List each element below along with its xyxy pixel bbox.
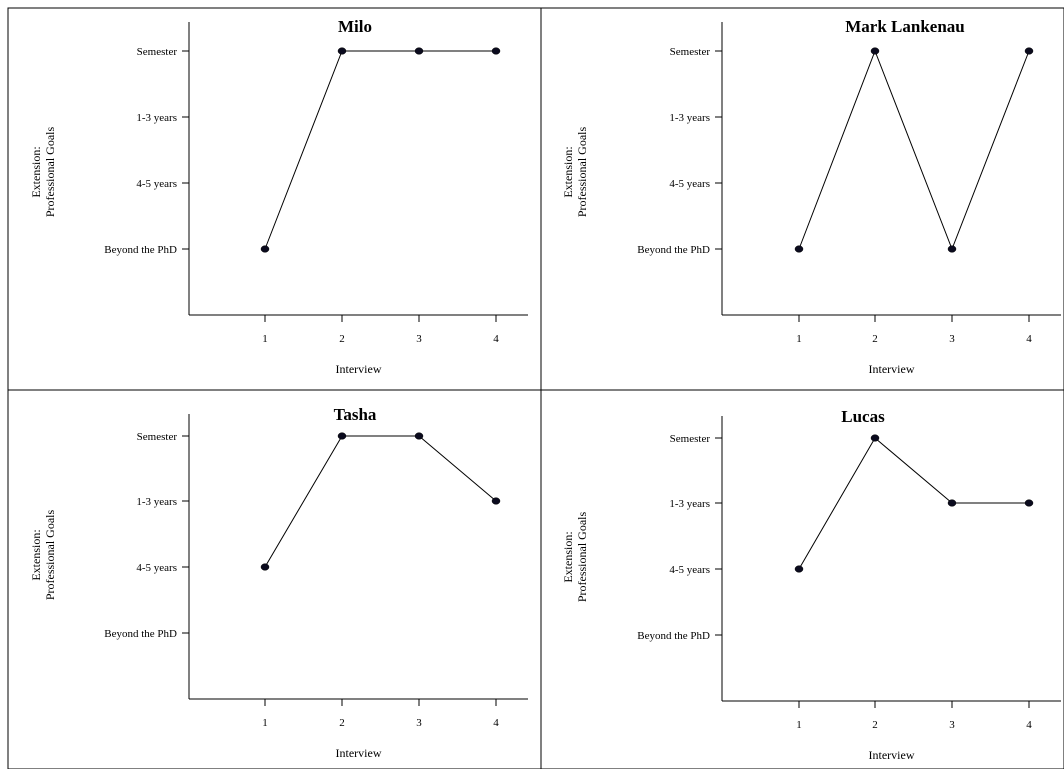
data-point <box>260 245 270 253</box>
x-tick-label: 4 <box>493 333 499 345</box>
chart-panel-2: Mark Lankenau Semester 1-3 years 4-5 years B… <box>540 7 1064 391</box>
series-line <box>798 49 1030 251</box>
y-axis-title-line: Professional Goals <box>575 512 589 603</box>
x-axis-title: Interview <box>869 362 915 376</box>
y-tick-label: 4-5 years <box>136 562 177 574</box>
panel-border <box>540 389 1064 769</box>
y-tick-label: 1-3 years <box>136 496 177 508</box>
y-tick-label: Semester <box>137 46 178 58</box>
panel-border <box>7 7 542 391</box>
data-point <box>414 432 424 440</box>
x-tick-label: 4 <box>1026 719 1032 731</box>
x-tick-label: 3 <box>416 717 422 729</box>
data-point <box>260 563 270 571</box>
chart-title: Tasha <box>334 405 377 424</box>
y-tick-label: Beyond the PhD <box>637 244 710 256</box>
y-axis-title-line: Professional Goals <box>43 510 57 601</box>
y-tick-label: Beyond the PhD <box>104 244 177 256</box>
x-axis-title: Interview <box>869 748 915 762</box>
data-point <box>491 47 501 55</box>
panel-border <box>7 389 542 769</box>
x-tick-label: 3 <box>416 333 422 345</box>
data-point <box>794 245 804 253</box>
y-tick-label: Beyond the PhD <box>637 630 710 642</box>
data-point <box>947 499 957 507</box>
y-axis-title-line: Professional Goals <box>43 127 57 218</box>
chart-panel-1: Milo Semester 1-3 years 4-5 years Beyond the… <box>7 7 542 391</box>
chart-title: Mark Lankenau <box>845 17 965 36</box>
data-point <box>870 434 880 442</box>
y-tick-label: 4-5 years <box>136 178 177 190</box>
y-axis-title-line: Extension: <box>561 531 575 582</box>
y-tick-label: 4-5 years <box>669 564 710 576</box>
chart-title: Milo <box>338 17 372 36</box>
x-tick-label: 1 <box>796 333 802 345</box>
chart-panel-3: Tasha Semester 1-3 years 4-5 years Beyond th… <box>7 389 542 769</box>
data-point <box>1024 47 1034 55</box>
x-tick-label: 4 <box>1026 333 1032 345</box>
y-axis-title-line: Professional Goals <box>575 127 589 218</box>
y-tick-label: 1-3 years <box>136 112 177 124</box>
panel-border <box>540 7 1064 391</box>
x-tick-label: 2 <box>872 719 878 731</box>
x-axis-title: Interview <box>336 746 382 760</box>
series-line <box>264 50 496 250</box>
data-point <box>337 47 347 55</box>
y-tick-label: 1-3 years <box>669 112 710 124</box>
x-tick-label: 1 <box>262 717 268 729</box>
data-point <box>870 47 880 55</box>
series-line <box>798 437 1029 570</box>
x-tick-label: 1 <box>796 719 802 731</box>
y-tick-label: Semester <box>137 431 178 443</box>
y-tick-label: Semester <box>670 46 711 58</box>
x-tick-label: 2 <box>872 333 878 345</box>
y-axis-title-line: Extension: <box>561 146 575 197</box>
series-line <box>264 435 497 568</box>
data-point <box>947 245 957 253</box>
y-tick-label: Semester <box>670 433 711 445</box>
data-point <box>794 565 804 573</box>
y-axis-title: Extension:Professional Goals <box>29 510 57 601</box>
y-tick-label: Beyond the PhD <box>104 628 177 640</box>
x-tick-label: 2 <box>339 717 345 729</box>
data-point <box>414 47 424 55</box>
x-tick-label: 1 <box>262 333 268 345</box>
y-axis-title: Extension:Professional Goals <box>561 127 589 218</box>
data-point <box>491 497 501 505</box>
y-axis-title-line: Extension: <box>29 529 43 580</box>
x-tick-label: 4 <box>493 717 499 729</box>
x-tick-label: 3 <box>949 719 955 731</box>
y-axis-title: Extension:Professional Goals <box>29 127 57 218</box>
x-tick-label: 3 <box>949 333 955 345</box>
data-point <box>1024 499 1034 507</box>
y-tick-label: 1-3 years <box>669 498 710 510</box>
data-point <box>337 432 347 440</box>
chart-panel-4: Lucas Semester 1-3 years 4-5 years Beyond th… <box>540 389 1064 769</box>
y-axis-title: Extension:Professional Goals <box>561 512 589 603</box>
y-axis-title-line: Extension: <box>29 146 43 197</box>
y-tick-label: 4-5 years <box>669 178 710 190</box>
x-axis-title: Interview <box>336 362 382 376</box>
chart-title: Lucas <box>841 407 885 426</box>
x-tick-label: 2 <box>339 333 345 345</box>
